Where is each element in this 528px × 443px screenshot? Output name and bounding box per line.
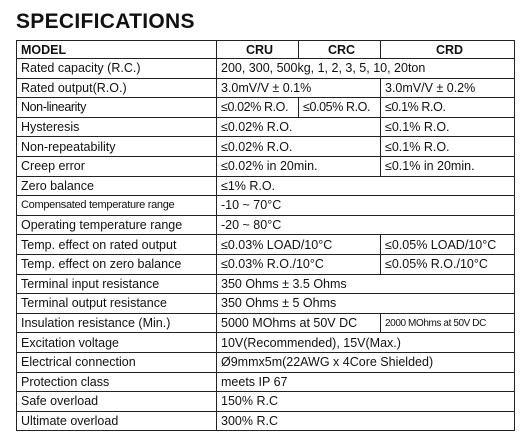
cell: ≤0.03% LOAD/10°C bbox=[216, 234, 381, 255]
cell: -10 ~ 70°C bbox=[216, 195, 515, 216]
row-label: Protection class bbox=[16, 371, 217, 393]
table-row: Rated capacity (R.C.) 200, 300, 500kg, 1,… bbox=[16, 58, 515, 79]
row-label: Non-linearity bbox=[16, 97, 217, 118]
row-label: Compensated temperature range bbox=[16, 195, 217, 216]
cell: ≤0.03% R.O./10°C bbox=[216, 253, 381, 275]
table-row: Terminal input resistance 350 Ohms ± 3.5 … bbox=[16, 273, 515, 295]
cell: ≤0.02% in 20min. bbox=[216, 155, 381, 177]
cell: ≤0.05% R.O./10°C bbox=[380, 253, 515, 275]
cell: ≤0.02% R.O. bbox=[216, 116, 381, 138]
cell: ≤0.1% in 20min. bbox=[380, 155, 515, 177]
cell: ≤0.05% LOAD/10°C bbox=[380, 234, 515, 255]
table-row: Protection class meets IP 67 bbox=[16, 371, 515, 393]
table-row: Zero balance ≤1% R.O. bbox=[16, 175, 515, 197]
table-row: Terminal output resistance 350 Ohms ± 5 O… bbox=[16, 293, 515, 314]
table-row: Excitation voltage 10V(Recommended), 15V(… bbox=[16, 332, 515, 353]
cell: 300% R.C bbox=[216, 410, 515, 432]
header-row: MODEL CRU CRC CRD bbox=[16, 40, 515, 59]
cell: 350 Ohms ± 5 Ohms bbox=[216, 293, 515, 314]
column-header: CRU bbox=[216, 40, 299, 59]
cell: ≤1% R.O. bbox=[216, 175, 515, 197]
row-label: Rated output(R.O.) bbox=[16, 77, 217, 99]
row-label: Terminal output resistance bbox=[16, 293, 217, 314]
title: SPECIFICATIONS bbox=[16, 10, 195, 33]
table-row: Operating temperature range -20 ~ 80°C bbox=[16, 214, 515, 236]
row-label: Non-repeatability bbox=[16, 136, 217, 157]
cell: 2000 MOhms at 50V DC bbox=[380, 312, 515, 334]
cell: 200, 300, 500kg, 1, 2, 3, 5, 10, 20ton bbox=[216, 58, 515, 79]
cell: 3.0mV/V ± 0.1% bbox=[216, 77, 381, 99]
cell: Ø9mmx5m(22AWG x 4Core Shielded) bbox=[216, 351, 515, 373]
table-row: Non-linearity ≤0.02% R.O. ≤0.05% R.O. ≤0.1%… bbox=[16, 97, 515, 118]
cell: 3.0mV/V ± 0.2% bbox=[380, 77, 515, 99]
row-label: Electrical connection bbox=[16, 351, 217, 373]
row-label: Ultimate overload bbox=[16, 410, 217, 432]
cell: ≤0.02% R.O. bbox=[216, 136, 381, 157]
table-row: Insulation resistance (Min.) 5000 MOhms a… bbox=[16, 312, 515, 334]
table-row: Ultimate overload 300% R.C bbox=[16, 410, 515, 432]
table-row: Safe overload 150% R.C bbox=[16, 391, 515, 412]
row-label: Terminal input resistance bbox=[16, 273, 217, 295]
cell: 150% R.C bbox=[216, 391, 515, 412]
column-header: CRD bbox=[380, 40, 515, 59]
row-label: Operating temperature range bbox=[16, 214, 217, 236]
row-label: Temp. effect on zero balance bbox=[16, 253, 217, 275]
spec-table: MODEL CRU CRC CRD Rated capacity (R.C.) 200,… bbox=[16, 40, 515, 432]
row-label: Insulation resistance (Min.) bbox=[16, 312, 217, 334]
cell: ≤0.1% R.O. bbox=[380, 136, 515, 157]
cell: ≤0.1% R.O. bbox=[380, 116, 515, 138]
column-header: CRC bbox=[298, 40, 381, 59]
cell: 5000 MOhms at 50V DC bbox=[216, 312, 381, 334]
table-row: Hysteresis ≤0.02% R.O. ≤0.1% R.O. bbox=[16, 116, 515, 138]
table-row: Temp. effect on rated output ≤0.03% LOAD/… bbox=[16, 234, 515, 255]
table-row: Temp. effect on zero balance ≤0.03% R.O./… bbox=[16, 253, 515, 275]
table-row: Non-repeatability ≤0.02% R.O. ≤0.1% R.O. bbox=[16, 136, 515, 157]
table-row: Compensated temperature range -10 ~ 70°C bbox=[16, 195, 515, 216]
cell: ≤0.1% R.O. bbox=[380, 97, 515, 118]
cell: -20 ~ 80°C bbox=[216, 214, 515, 236]
row-label: Hysteresis bbox=[16, 116, 217, 138]
cell: 350 Ohms ± 3.5 Ohms bbox=[216, 273, 515, 295]
table-row: Creep error ≤0.02% in 20min. ≤0.1% in 20mi… bbox=[16, 155, 515, 177]
row-label: Temp. effect on rated output bbox=[16, 234, 217, 255]
row-label: Rated capacity (R.C.) bbox=[16, 58, 217, 79]
cell: ≤0.05% R.O. bbox=[298, 97, 381, 118]
table-row: Electrical connection Ø9mmx5m(22AWG x 4Co… bbox=[16, 351, 515, 373]
row-label: Zero balance bbox=[16, 175, 217, 197]
cell: ≤0.02% R.O. bbox=[216, 97, 299, 118]
column-header: MODEL bbox=[16, 40, 217, 59]
table-row: Rated output(R.O.) 3.0mV/V ± 0.1% 3.0mV/V … bbox=[16, 77, 515, 99]
cell: meets IP 67 bbox=[216, 371, 515, 393]
row-label: Creep error bbox=[16, 155, 217, 177]
cell: 10V(Recommended), 15V(Max.) bbox=[216, 332, 515, 353]
row-label: Excitation voltage bbox=[16, 332, 217, 353]
row-label: Safe overload bbox=[16, 391, 217, 412]
